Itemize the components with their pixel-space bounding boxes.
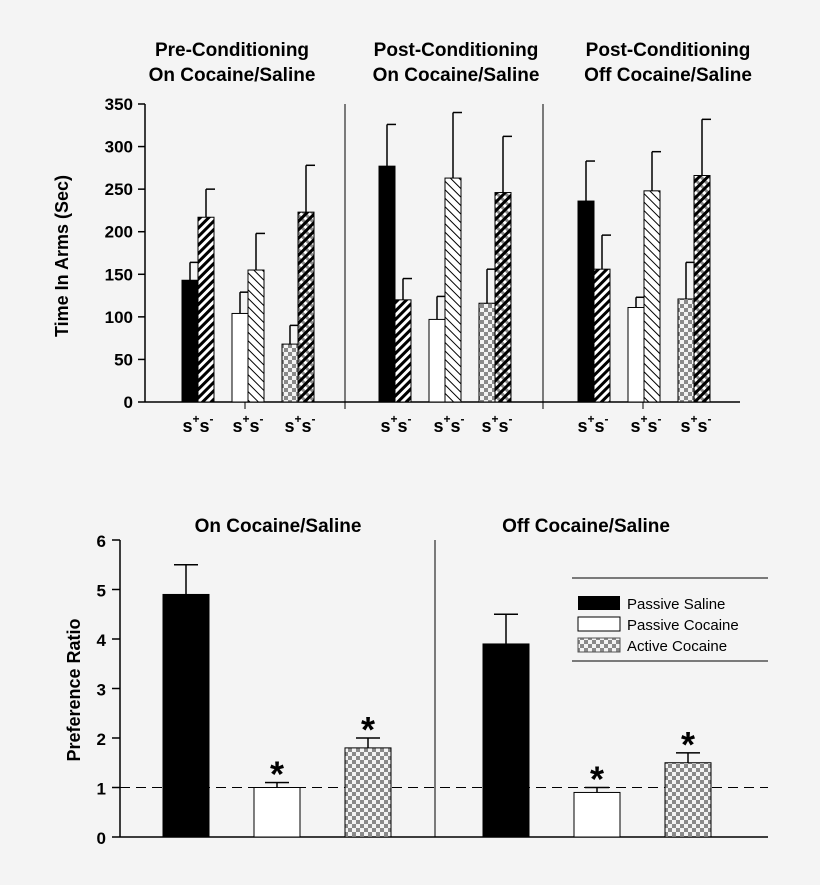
bottom-y-tick-label: 2	[97, 730, 106, 749]
legend-label-passive-saline: Passive Saline	[627, 596, 725, 613]
top-bar-group1-open-s-minus	[247, 269, 265, 403]
legend-swatch-passive-saline	[578, 596, 620, 610]
top-bar-group2-open-s-plus	[428, 318, 446, 403]
top-plot: 0 50 100 150 200 250 300 350	[105, 95, 740, 412]
bottom-y-tick-label: 3	[97, 681, 106, 700]
pair-symbols-group-2: s+s-	[380, 412, 411, 436]
bottom-y-tick-label: 6	[97, 532, 106, 551]
top-y-tick-label: 100	[105, 308, 133, 327]
legend-swatch-passive-cocaine	[577, 616, 621, 632]
top-bar-group2-solid-s-minus	[394, 299, 412, 403]
legend-swatch-active-cocaine	[577, 637, 621, 653]
bottom-y-tick-label: 4	[97, 631, 107, 650]
top-y-tick-label: 350	[105, 95, 133, 114]
pair-symbols-group-2b: s+s-	[433, 412, 464, 436]
top-title-3-line2: Off Cocaine/Saline	[584, 65, 752, 86]
bottom-y-tick-label: 1	[97, 780, 106, 799]
significance-star: *	[590, 759, 604, 800]
bottom-bar-passive-saline-off	[482, 643, 530, 838]
bottom-bar-active-cocaine-on	[344, 747, 392, 838]
top-pair-symbols: s+s- s+s- s+s- s+s- s+s- s+s- s+s- s+s- …	[182, 412, 711, 436]
top-bar-group1-solid-s-plus	[181, 279, 199, 403]
pair-symbols-group-3b: s+s-	[630, 412, 661, 436]
top-bar-group3-dots-s-minus	[693, 175, 711, 403]
top-bar-group1-dots-s-minus	[297, 211, 315, 403]
bottom-bar-passive-cocaine-on	[253, 787, 301, 838]
top-y-tick-label: 50	[114, 350, 133, 369]
top-title-2-line2: On Cocaine/Saline	[373, 65, 540, 86]
top-ylabel: Time In Arms (Sec)	[52, 175, 72, 337]
top-bar-group3-dots-s-plus	[677, 298, 695, 403]
pair-symbols-group-3: s+s-	[577, 412, 608, 436]
top-bar-group3-open-s-minus	[643, 190, 661, 403]
bottom-bar-passive-saline-on	[162, 593, 210, 838]
bottom-ylabel: Preference Ratio	[64, 618, 84, 761]
top-bar-group2-solid-s-plus	[378, 165, 396, 403]
top-bar-group3-solid-s-plus	[577, 200, 595, 403]
top-y-tick-label: 300	[105, 138, 133, 157]
significance-star: *	[270, 754, 284, 795]
top-bar-group1-solid-s-minus	[197, 216, 215, 403]
legend: Passive Saline Passive Cocaine Active Co…	[572, 577, 768, 662]
top-title-1-line2: On Cocaine/Saline	[149, 65, 316, 86]
top-y-tick-label: 250	[105, 180, 133, 199]
significance-star: *	[681, 724, 695, 765]
top-y-tick-label: 0	[124, 393, 133, 412]
pair-symbols-group-1: s+s-	[182, 412, 213, 436]
top-bar-group3-solid-s-minus	[593, 268, 611, 403]
bottom-bar-active-cocaine-off	[664, 762, 712, 838]
bottom-title-on: On Cocaine/Saline	[195, 516, 362, 537]
top-y-tick-label: 150	[105, 265, 133, 284]
pair-symbols-group-3c: s+s-	[680, 412, 711, 436]
top-bar-group2-dots-s-plus	[478, 302, 496, 403]
pair-symbols-group-1c: s+s-	[284, 412, 315, 436]
top-bar-group1-open-s-plus	[231, 312, 249, 403]
pair-symbols-group-1b: s+s-	[232, 412, 263, 436]
bottom-plot: 0 1 2 3 4 5 6 * * * *	[97, 532, 768, 848]
top-bar-group3-open-s-plus	[627, 306, 645, 403]
top-group-titles: Pre-Conditioning On Cocaine/Saline Post-…	[149, 40, 752, 86]
top-y-tick-label: 200	[105, 223, 133, 242]
top-title-2-line1: Post-Conditioning	[374, 40, 539, 61]
top-title-3-line1: Post-Conditioning	[586, 40, 751, 61]
pair-symbols-group-2c: s+s-	[481, 412, 512, 436]
top-bar-group2-dots-s-minus	[494, 192, 512, 403]
significance-star: *	[361, 709, 375, 750]
top-bar-group2-open-s-minus	[444, 177, 462, 403]
legend-label-active-cocaine: Active Cocaine	[627, 638, 727, 655]
bottom-title-off: Off Cocaine/Saline	[502, 516, 670, 537]
bottom-bar-passive-cocaine-off	[573, 791, 621, 838]
bottom-y-tick-label: 0	[97, 829, 106, 848]
bottom-y-tick-label: 5	[97, 582, 106, 601]
legend-label-passive-cocaine: Passive Cocaine	[627, 617, 739, 634]
top-bar-group1-dots-s-plus	[281, 343, 299, 403]
top-title-1-line1: Pre-Conditioning	[155, 40, 309, 61]
